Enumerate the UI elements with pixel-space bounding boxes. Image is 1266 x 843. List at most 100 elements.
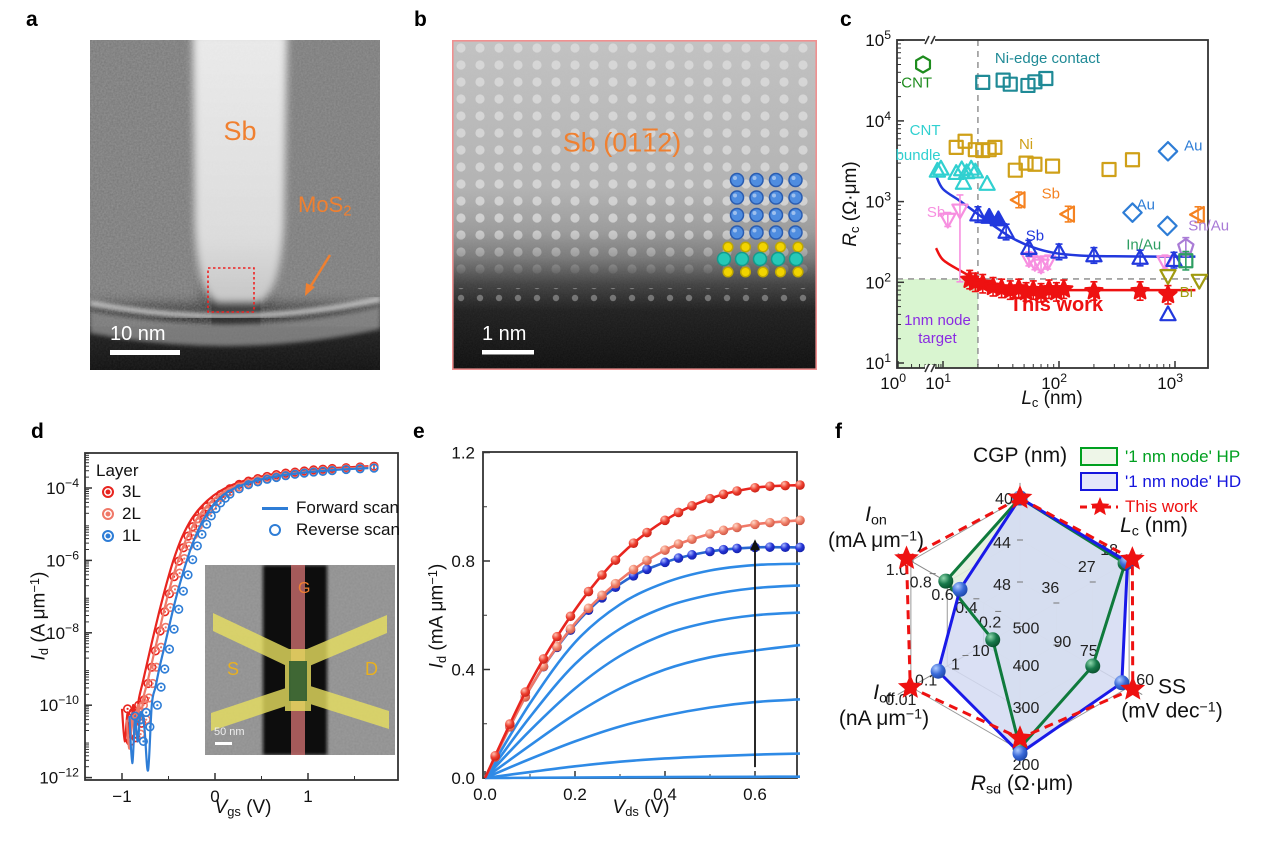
svg-text:target: target [918, 330, 957, 347]
mos2-label: MoS2 [298, 192, 352, 220]
svg-text:10−6: 10−6 [46, 548, 79, 570]
svg-text:Ni-edge contact: Ni-edge contact [995, 50, 1101, 67]
f-axis-ioff: Ioff (nA μm−1) [838, 680, 930, 731]
scale-bar-inset-label: 50 nm [214, 726, 245, 738]
svg-text:0.0: 0.0 [473, 785, 497, 804]
svg-text:Au: Au [1137, 196, 1155, 213]
svg-text:400: 400 [1013, 658, 1040, 675]
svg-text:44: 44 [993, 535, 1011, 552]
panel-letter-b: b [414, 8, 427, 31]
svg-text:Au: Au [1184, 137, 1202, 154]
e-y-axis-label: Id (mA μm−1) [425, 563, 449, 669]
svg-text:0.01: 0.01 [885, 692, 916, 709]
scale-bar-inset [215, 742, 232, 745]
chart-transfer-curves: 10−4 10−6 10−8 10−10 10−12 −1 0 1 [39, 452, 399, 806]
svg-text:Sb: Sb [1026, 227, 1044, 244]
gate-label: G [298, 580, 310, 597]
f-axis-rsd: Rsd (Ω·μm) [970, 771, 1074, 798]
svg-text:Sb: Sb [927, 204, 945, 221]
scale-bar-b [482, 350, 534, 355]
d-layer-legend: Layer 3L 2L 1L [96, 461, 141, 547]
svg-text:75: 75 [1080, 643, 1098, 660]
svg-text:Sn/Au: Sn/Au [1188, 217, 1229, 234]
panel-b-border [452, 40, 817, 370]
d-legend-line: Forward scan [262, 497, 400, 519]
source-label: S [227, 659, 239, 679]
panel-letter-c: c [840, 8, 852, 31]
chart-radar-benchmark: 4044481827366075902003004005000.010.1110… [885, 482, 1154, 774]
svg-text:0.2: 0.2 [979, 614, 1001, 631]
panel-letter-f: f [835, 420, 842, 443]
svg-text:200: 200 [1013, 757, 1040, 774]
svg-text:500: 500 [1013, 621, 1040, 638]
svg-text:101: 101 [925, 371, 951, 393]
tem-image-sb-lattice: 1 nm [452, 40, 817, 370]
c-y-axis-label: Rc (Ω·μm) [839, 161, 863, 247]
f-legend: '1 nm node' HP '1 nm node' HD This work [1080, 444, 1241, 519]
panel-letter-d: d [31, 420, 44, 443]
f-legend-item: '1 nm node' HP [1080, 444, 1241, 469]
d-legend-circle: Reverse scan [262, 519, 400, 541]
drain-label: D [365, 659, 378, 679]
mos2-arrow [307, 254, 332, 290]
svg-text:10−10: 10−10 [39, 693, 79, 715]
svg-text:1: 1 [303, 787, 312, 806]
atom-overlay [716, 172, 804, 278]
scale-bar-a [110, 350, 180, 355]
e-x-axis-label: Vds (V) [612, 796, 670, 820]
scale-bar-a-label: 10 nm [110, 323, 166, 345]
svg-text:103: 103 [1157, 371, 1183, 393]
svg-text:0.0: 0.0 [451, 769, 475, 788]
svg-text:0.6: 0.6 [743, 785, 767, 804]
svg-text:103: 103 [865, 190, 891, 212]
d-legend-item-1L: 1L [96, 525, 141, 547]
d-y-axis-label: Id (A μm−1) [27, 571, 51, 661]
svg-text:Bi: Bi [1180, 284, 1193, 301]
svg-text:1.2: 1.2 [451, 444, 475, 463]
svg-text:0.8: 0.8 [910, 575, 932, 592]
d-scan-legend: Forward scan Reverse scan [262, 497, 400, 541]
svg-text:0.2: 0.2 [563, 785, 587, 804]
d-x-axis-label: Vgs (V) [214, 796, 272, 820]
svg-text:10−4: 10−4 [46, 476, 79, 498]
svg-text:10−8: 10−8 [46, 621, 79, 643]
svg-text:0.4: 0.4 [451, 661, 475, 680]
svg-text:CNT: CNT [910, 122, 941, 139]
svg-text:102: 102 [865, 270, 891, 292]
f-axis-cgp: CGP (nm) [972, 443, 1068, 467]
svg-text:0: 0 [210, 787, 219, 806]
d-legend-title: Layer [96, 461, 139, 480]
f-axis-ss: SS (mV dec−1) [1121, 675, 1223, 724]
svg-text:0.6: 0.6 [931, 587, 953, 604]
svg-text:1: 1 [951, 657, 960, 674]
panel-letter-a: a [26, 8, 38, 31]
svg-text:300: 300 [1013, 700, 1040, 717]
svg-text:101: 101 [865, 351, 891, 373]
svg-text:This work: This work [1010, 294, 1104, 316]
svg-text:105: 105 [865, 28, 891, 50]
svg-text:40: 40 [995, 491, 1013, 508]
svg-text:0.8: 0.8 [451, 552, 475, 571]
f-axis-lc: Lc (nm) [1120, 513, 1188, 540]
svg-text:0.4: 0.4 [653, 785, 677, 804]
channel-region [289, 661, 307, 701]
f-legend-item: This work [1080, 494, 1241, 519]
svg-text:90: 90 [1053, 634, 1071, 651]
f-legend-item: '1 nm node' HD [1080, 469, 1241, 494]
svg-text:36: 36 [1041, 580, 1059, 597]
svg-text:Ni: Ni [1019, 136, 1033, 153]
svg-text:In/Au: In/Au [1126, 236, 1161, 253]
svg-text:CNT: CNT [901, 74, 932, 91]
d-legend-item-3L: 3L [96, 481, 141, 503]
scale-bar-b-label: 1 nm [482, 323, 526, 345]
svg-text:bundle: bundle [896, 147, 941, 164]
svg-text:27: 27 [1078, 559, 1096, 576]
svg-text:10: 10 [972, 643, 990, 660]
sb-label: Sb [223, 116, 256, 146]
d-legend-item-2L: 2L [96, 503, 141, 525]
panel-letter-e: e [413, 420, 425, 443]
tem-image-sb-pillar: Sb 10 nm [90, 40, 380, 370]
